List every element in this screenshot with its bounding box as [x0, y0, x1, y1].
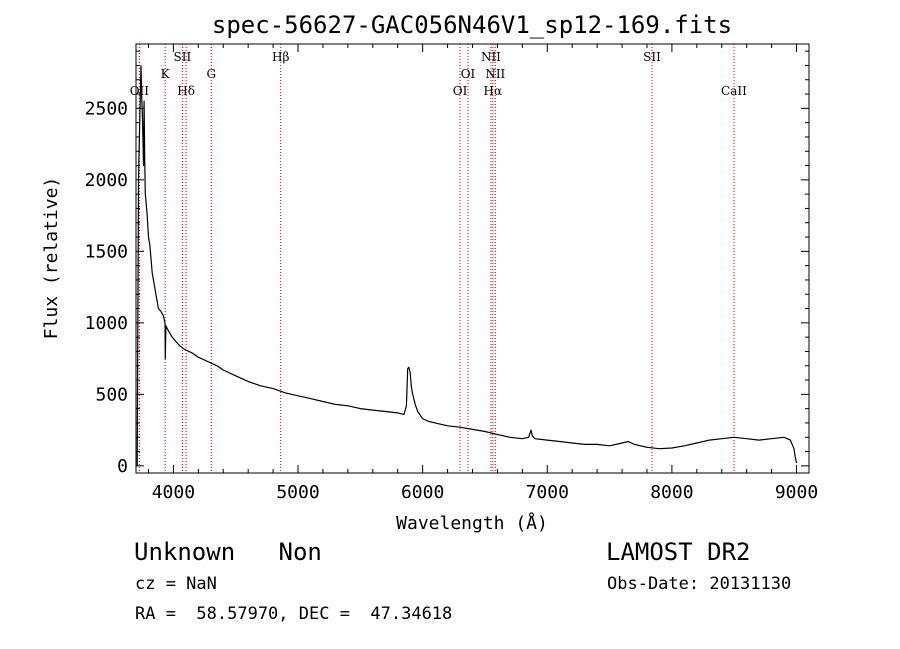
y-tick-label: 2000 — [85, 170, 128, 191]
y-tick-label: 1000 — [85, 313, 128, 334]
obs-date-text: Obs-Date: 20131130 — [607, 574, 792, 594]
spectral-line-label: Hβ — [272, 50, 289, 64]
spectrum-series — [136, 64, 798, 466]
spectral-line-label: Hα — [484, 84, 503, 98]
spectral-line-label: K — [161, 67, 171, 81]
x-tick-label: 9000 — [775, 482, 818, 503]
spectral-line-label: CaII — [721, 84, 747, 98]
y-tick-label: 500 — [95, 384, 128, 405]
spectral-line-label: SII — [643, 50, 661, 64]
x-tick-label: 4000 — [152, 482, 195, 503]
redshift-text: cz = NaN — [135, 574, 217, 594]
spectral-line-label: SII — [174, 50, 192, 64]
spectral-line-label: G — [206, 67, 216, 81]
spectral-line-label: OI — [453, 84, 468, 98]
x-tick-label: 6000 — [401, 482, 444, 503]
y-tick-label: 2500 — [85, 98, 128, 119]
x-axis-label: Wavelength (Å) — [396, 512, 548, 534]
plot-frame — [135, 43, 810, 474]
chart-title: spec-56627-GAC056N46V1_sp12-169.fits — [212, 11, 732, 39]
y-tick-label: 1500 — [85, 241, 128, 262]
spectral-line-label: NII — [485, 67, 505, 81]
y-tick-label: 0 — [117, 456, 128, 477]
x-tick-label: 7000 — [526, 482, 569, 503]
axis-ticks: 4000 5000 6000 7000 8000 9000 0 500 1000 1500 2000… — [85, 44, 818, 503]
x-tick-label: 8000 — [650, 482, 693, 503]
spectral-line-label: NII — [481, 50, 501, 64]
spectral-line-label: OII — [130, 84, 150, 98]
y-axis-label: Flux (relative) — [41, 177, 62, 340]
spectral-line-label: Hδ — [177, 84, 195, 98]
spectral-line-label: OI — [461, 67, 476, 81]
survey-name: LAMOST DR2 — [606, 538, 751, 566]
spectrum-line — [136, 64, 798, 466]
coordinates-text: RA = 58.57970, DEC = 47.34618 — [135, 604, 453, 624]
object-class: Unknown Non — [134, 538, 322, 566]
x-tick-label: 5000 — [276, 482, 319, 503]
